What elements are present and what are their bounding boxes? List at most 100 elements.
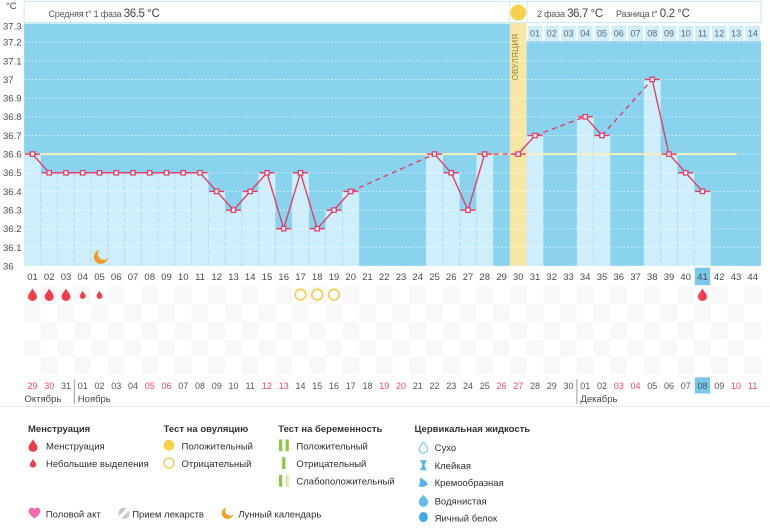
svg-text:27: 27: [463, 272, 474, 283]
svg-text:°C: °C: [6, 1, 17, 12]
svg-text:36.4: 36.4: [3, 187, 22, 198]
svg-text:11: 11: [246, 381, 255, 391]
svg-text:13: 13: [279, 381, 289, 391]
svg-text:31: 31: [530, 272, 541, 283]
svg-text:Октябрь: Октябрь: [25, 394, 62, 405]
svg-text:10: 10: [681, 29, 691, 39]
svg-text:18: 18: [312, 272, 323, 283]
svg-text:37: 37: [630, 272, 641, 283]
svg-text:25: 25: [429, 272, 440, 283]
svg-text:Отрицательный: Отрицательный: [182, 459, 252, 470]
svg-text:25: 25: [480, 381, 490, 391]
svg-text:03: 03: [563, 29, 573, 39]
svg-text:Положительный: Положительный: [182, 441, 253, 452]
svg-text:Половой акт: Половой акт: [46, 510, 102, 521]
svg-text:28: 28: [479, 272, 490, 283]
svg-text:05: 05: [145, 381, 155, 391]
svg-text:01: 01: [530, 29, 540, 39]
svg-text:36.9: 36.9: [3, 94, 22, 105]
svg-text:12: 12: [262, 381, 272, 391]
svg-text:36.3: 36.3: [3, 206, 22, 217]
svg-text:01: 01: [27, 272, 38, 283]
svg-text:Цервикальная жидкость: Цервикальная жидкость: [415, 424, 531, 435]
svg-text:18: 18: [362, 381, 372, 391]
svg-text:Менструация: Менструация: [46, 441, 105, 452]
svg-text:Отрицательный: Отрицательный: [296, 459, 366, 470]
svg-text:Кремообразная: Кремообразная: [435, 478, 504, 489]
svg-text:Клейкая: Клейкая: [435, 461, 471, 472]
svg-text:ОВУЛЯЦИЯ: ОВУЛЯЦИЯ: [511, 34, 520, 81]
svg-text:11: 11: [195, 272, 205, 283]
svg-text:24: 24: [463, 381, 473, 391]
svg-text:Водянистая: Водянистая: [435, 497, 487, 508]
svg-text:Средняя t° 1 фаза 36.5 °C: Средняя t° 1 фаза 36.5 °C: [49, 8, 160, 20]
svg-text:44: 44: [747, 272, 758, 283]
svg-text:11: 11: [698, 29, 707, 39]
svg-text:40: 40: [680, 272, 691, 283]
svg-text:06: 06: [111, 272, 122, 283]
svg-text:Декабрь: Декабрь: [580, 394, 617, 405]
svg-text:2 фаза 36.7 °C: 2 фаза 36.7 °C: [537, 8, 603, 20]
svg-text:42: 42: [714, 272, 725, 283]
svg-text:09: 09: [714, 381, 724, 391]
svg-text:06: 06: [161, 381, 171, 391]
svg-text:Слабоположительный: Слабоположительный: [296, 477, 394, 488]
svg-text:30: 30: [563, 381, 573, 391]
svg-text:03: 03: [614, 381, 624, 391]
svg-text:10: 10: [228, 381, 238, 391]
svg-text:09: 09: [161, 272, 172, 283]
svg-text:04: 04: [630, 381, 640, 391]
svg-text:07: 07: [681, 381, 691, 391]
svg-text:36.7: 36.7: [3, 131, 22, 142]
svg-text:10: 10: [178, 272, 189, 283]
svg-text:03: 03: [111, 381, 121, 391]
svg-text:36.1: 36.1: [3, 243, 22, 254]
svg-text:26: 26: [446, 272, 457, 283]
svg-text:Сухо: Сухо: [435, 443, 457, 454]
svg-text:07: 07: [128, 272, 139, 283]
svg-text:36.5: 36.5: [3, 168, 22, 179]
svg-text:14: 14: [245, 272, 256, 283]
svg-text:29: 29: [547, 381, 557, 391]
svg-text:08: 08: [697, 381, 707, 391]
svg-text:29: 29: [496, 272, 507, 283]
svg-text:17: 17: [295, 272, 306, 283]
svg-text:34: 34: [580, 272, 591, 283]
svg-text:23: 23: [446, 381, 456, 391]
svg-text:03: 03: [61, 272, 72, 283]
svg-text:09: 09: [212, 381, 222, 391]
svg-text:24: 24: [412, 272, 423, 283]
svg-text:33: 33: [563, 272, 574, 283]
svg-text:37.2: 37.2: [3, 38, 22, 49]
svg-text:05: 05: [597, 29, 607, 39]
svg-text:37: 37: [3, 75, 14, 86]
svg-text:07: 07: [630, 29, 640, 39]
svg-text:Ноябрь: Ноябрь: [78, 394, 111, 405]
svg-text:Тест на беременность: Тест на беременность: [278, 424, 382, 435]
svg-text:21: 21: [413, 381, 423, 391]
svg-text:36.8: 36.8: [3, 112, 22, 123]
svg-text:15: 15: [262, 272, 273, 283]
svg-text:35: 35: [597, 272, 608, 283]
svg-text:02: 02: [94, 381, 104, 391]
svg-text:37.3: 37.3: [3, 22, 22, 33]
svg-text:06: 06: [614, 29, 624, 39]
svg-text:10: 10: [731, 381, 741, 391]
svg-text:Разница t° 0.2 °C: Разница t° 0.2 °C: [616, 8, 690, 20]
svg-text:06: 06: [664, 381, 674, 391]
svg-text:16: 16: [329, 381, 339, 391]
svg-text:04: 04: [77, 272, 88, 283]
svg-text:08: 08: [647, 29, 657, 39]
svg-text:27: 27: [513, 381, 523, 391]
svg-text:11: 11: [748, 381, 757, 391]
svg-text:36: 36: [613, 272, 624, 283]
svg-text:12: 12: [714, 29, 724, 39]
svg-text:30: 30: [513, 272, 524, 283]
svg-text:39: 39: [664, 272, 675, 283]
svg-text:30: 30: [44, 381, 54, 391]
svg-text:14: 14: [748, 29, 758, 39]
svg-text:29: 29: [27, 381, 37, 391]
svg-text:22: 22: [429, 381, 439, 391]
svg-text:28: 28: [530, 381, 540, 391]
svg-text:13: 13: [228, 272, 239, 283]
